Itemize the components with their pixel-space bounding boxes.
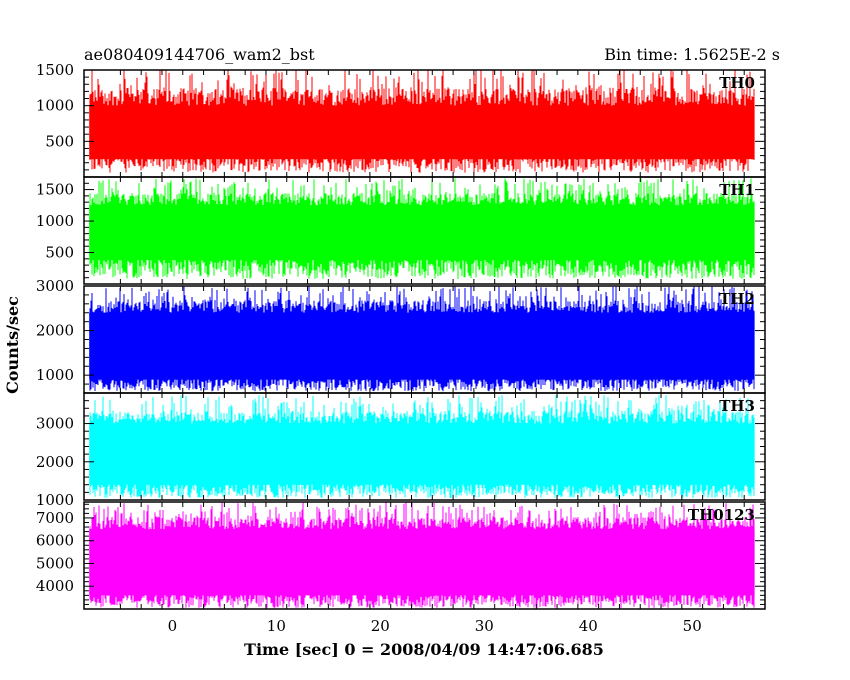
x-axis-title: Time [sec] 0 = 2008/04/09 14:47:06.685 [244, 640, 604, 659]
y-tick-label: 2000 [36, 322, 74, 340]
y-tick-label: 3000 [36, 415, 74, 433]
panels-group: 500 1000 1500 TH0 500 1000 1500 TH1 1000 2000 3000… [36, 61, 766, 610]
y-tick-label: 1500 [36, 61, 74, 79]
panel-label-th3: TH3 [719, 397, 755, 415]
y-tick-label: 1000 [36, 97, 74, 115]
panel-frame [83, 176, 766, 285]
panel-th3: 1000 2000 3000 TH3 [36, 392, 766, 509]
y-tick-label: 7000 [36, 509, 74, 527]
y-tick-label: 1500 [36, 181, 74, 199]
panel-label-th2: TH2 [719, 290, 755, 308]
panel-th0: 500 1000 1500 TH0 [36, 61, 766, 178]
x-tick-label: 0 [168, 617, 178, 635]
bin-time-label: Bin time: 1.5625E-2 s [604, 45, 780, 64]
panel-th1: 500 1000 1500 TH1 [36, 176, 766, 285]
x-axis: 0 10 20 30 40 50 [168, 617, 702, 635]
y-tick-label: 2000 [36, 453, 74, 471]
x-tick-label: 20 [371, 617, 390, 635]
x-tick-label: 10 [267, 617, 286, 635]
panel-label-th0123: TH0123 [688, 506, 755, 524]
y-tick-label: 6000 [36, 532, 74, 550]
y-tick-label: 500 [45, 244, 74, 262]
x-tick-label: 50 [683, 617, 702, 635]
series-th3-core [89, 423, 755, 485]
series-th2-core [89, 312, 755, 380]
y-tick-label: 1000 [36, 212, 74, 230]
y-tick-label: 3000 [36, 277, 74, 295]
y-tick-label: 1000 [36, 491, 74, 509]
x-tick-label: 40 [579, 617, 598, 635]
y-axis-title: Counts/sec [3, 296, 22, 394]
y-tick-label: 500 [45, 132, 74, 150]
y-tick-label: 5000 [36, 554, 74, 572]
y-tick-label: 4000 [36, 577, 74, 595]
series-th0-core [89, 105, 755, 160]
y-tick-label: 1000 [36, 366, 74, 384]
panel-label-th0: TH0 [719, 74, 755, 92]
panel-th0123: 4000 5000 6000 7000 TH0123 [36, 501, 766, 610]
panel-frame [83, 501, 766, 610]
panel-label-th1: TH1 [719, 181, 755, 199]
x-tick-label: 30 [475, 617, 494, 635]
panel-th2: 1000 2000 3000 TH2 [36, 277, 766, 394]
series-th0123-core [89, 529, 755, 596]
series-th1-core [89, 205, 755, 261]
chart-title: ae080409144706_wam2_bst [84, 45, 315, 64]
